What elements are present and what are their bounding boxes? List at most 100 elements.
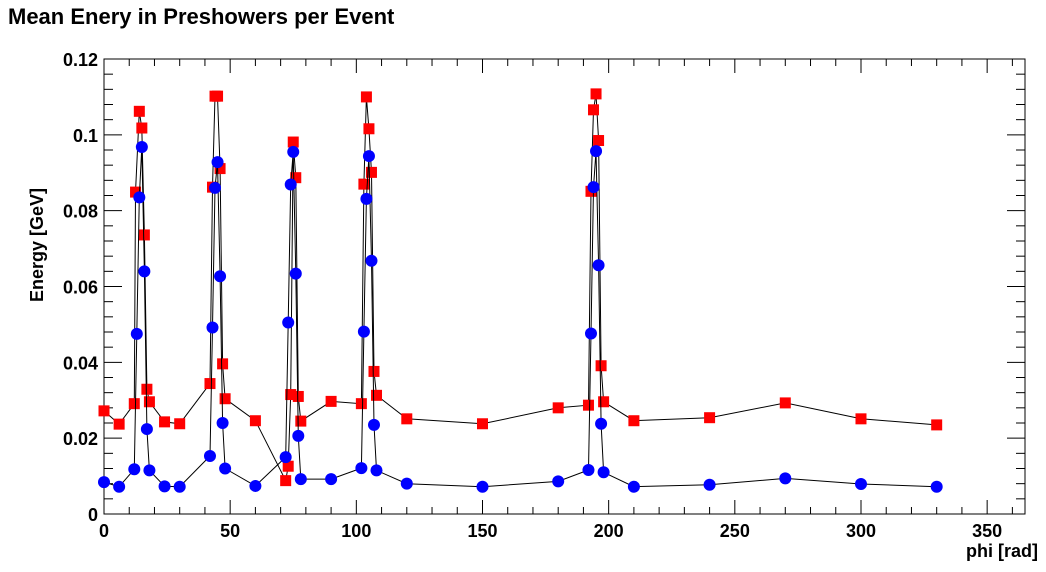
data-point-circle [370, 464, 383, 477]
data-point-square [355, 398, 367, 410]
data-point-circle [365, 254, 378, 267]
data-point-circle [128, 463, 141, 476]
data-point-square [325, 395, 337, 407]
data-point-square [552, 402, 564, 414]
y-tick-label: 0 [88, 505, 98, 525]
x-tick-label: 0 [99, 521, 109, 541]
data-point-square [358, 178, 370, 190]
data-point-circle [203, 449, 216, 462]
y-tick-label: 0.04 [63, 353, 98, 373]
data-point-square [249, 415, 261, 427]
data-point-circle [590, 145, 603, 158]
data-point-square [931, 419, 943, 431]
data-point-circle [284, 178, 297, 191]
data-point-square [368, 365, 380, 377]
data-point-square [159, 416, 171, 428]
data-point-circle [779, 472, 792, 485]
y-tick-label: 0.12 [63, 50, 98, 70]
data-point-circle [357, 325, 370, 338]
data-point-circle [135, 140, 148, 153]
x-tick-label: 200 [594, 521, 624, 541]
data-point-square [219, 393, 231, 405]
data-point-square [285, 389, 297, 401]
data-point-square [174, 418, 186, 430]
y-tick-label: 0.06 [63, 278, 98, 298]
data-point-circle [249, 479, 262, 492]
data-point-circle [214, 270, 227, 283]
data-point-circle [627, 480, 640, 493]
data-point-square [280, 475, 292, 487]
series-line [103, 146, 937, 488]
data-point-square [590, 88, 602, 100]
y-axis-title: Energy [GeV] [27, 188, 47, 302]
data-point-circle [143, 464, 156, 477]
data-point-circle [282, 316, 295, 329]
data-point-circle [930, 480, 943, 493]
data-point-square [214, 163, 226, 175]
data-point-square [360, 91, 372, 103]
data-point-circle [140, 423, 153, 436]
data-point-square [282, 460, 294, 472]
data-point-circle [325, 473, 338, 486]
data-point-circle [219, 462, 232, 475]
data-point-square [130, 186, 142, 198]
axis-ticks [103, 58, 1025, 515]
data-point-square [628, 415, 640, 427]
data-point-circle [355, 462, 368, 475]
data-point-circle [173, 480, 186, 493]
data-point-square [704, 412, 716, 424]
data-point-square [113, 418, 125, 430]
data-point-circle [552, 475, 565, 488]
data-point-square [371, 389, 383, 401]
data-point-circle [279, 451, 292, 464]
data-point-circle [362, 150, 375, 163]
y-tick-labels: 0 0.02 0.04 0.06 0.08 0.1 0.12 [63, 50, 98, 525]
data-point-square [143, 396, 155, 408]
data-point-circle [206, 321, 219, 334]
data-point-circle [289, 267, 302, 280]
data-point-circle [216, 417, 229, 429]
data-point-square [595, 360, 607, 372]
data-point-square [287, 136, 299, 148]
data-point-circle [582, 464, 595, 477]
data-point-circle [130, 327, 143, 340]
data-point-circle [211, 156, 224, 169]
y-tick-label: 0.02 [63, 429, 98, 449]
data-point-circle [294, 473, 307, 486]
data-point-square [292, 390, 304, 402]
data-point-square [138, 229, 150, 241]
data-point-square [598, 396, 610, 408]
data-point-circle [592, 259, 605, 272]
chart-title: Mean Enery in Preshowers per Event [8, 4, 395, 29]
x-tick-labels: 0 50 100 150 200 250 300 350 [99, 521, 1002, 541]
data-point-circle [703, 478, 716, 491]
data-point-circle [367, 418, 380, 431]
x-axis-title: phi [rad] [966, 541, 1038, 561]
data-point-circle [138, 265, 151, 278]
data-point-circle [98, 476, 110, 489]
data-point-square [588, 104, 600, 116]
data-point-square [128, 398, 140, 410]
series-square [98, 88, 943, 487]
data-point-square [295, 415, 307, 427]
data-point-circle [476, 480, 489, 493]
plot-frame [103, 58, 1026, 515]
data-point-circle [595, 417, 608, 430]
x-tick-label: 50 [220, 521, 240, 541]
data-point-square [136, 122, 148, 134]
data-point-circle [360, 192, 373, 205]
x-tick-label: 150 [467, 521, 497, 541]
y-tick-label: 0.1 [73, 126, 98, 146]
data-point-square [365, 166, 377, 178]
data-point-square [98, 405, 110, 417]
data-point-square [582, 399, 594, 411]
series-line [103, 93, 937, 483]
y-tick-label: 0.08 [63, 202, 98, 222]
x-tick-label: 300 [846, 521, 876, 541]
data-point-circle [209, 181, 222, 194]
data-point-square [363, 123, 375, 135]
data-point-circle [133, 191, 146, 204]
data-point-circle [587, 181, 600, 194]
series-circle [98, 140, 943, 493]
